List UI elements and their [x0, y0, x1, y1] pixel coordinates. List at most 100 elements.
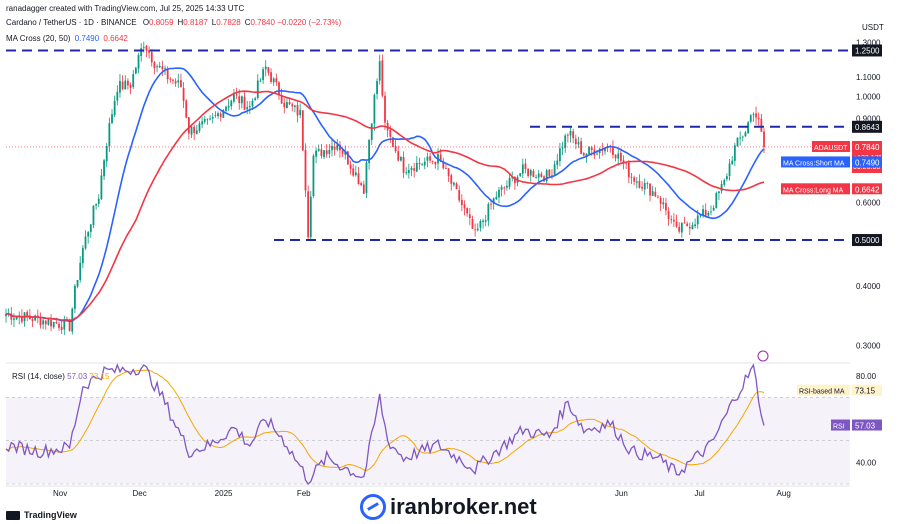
candle-body	[612, 146, 614, 155]
ohlc-value: 0.8187	[183, 18, 208, 27]
candle-body	[625, 162, 628, 164]
candle-body	[585, 153, 588, 157]
rsi-axis-tick-label: 80.00	[856, 372, 877, 381]
candle-body	[211, 116, 214, 119]
candle-body	[633, 177, 636, 182]
candle-body	[561, 147, 564, 149]
candle-body	[233, 94, 235, 102]
candle-body	[296, 105, 299, 116]
candle-body	[458, 190, 461, 201]
ma-short-tag-value: 0.7490	[855, 158, 880, 167]
candle-body	[254, 98, 257, 101]
candle-body	[519, 173, 522, 176]
candle-body	[551, 175, 553, 177]
candle-body	[566, 134, 569, 136]
candle-body	[100, 175, 103, 199]
symbol-line: Cardano / TetherUS · 1D · BINANCE O0.805…	[6, 18, 341, 27]
candle-body	[402, 156, 405, 173]
candle-body	[312, 155, 315, 197]
candle-body	[389, 129, 392, 137]
rsi-ma-value-box	[852, 384, 882, 396]
candle-body	[397, 151, 400, 161]
ohlc-label: O	[142, 18, 150, 27]
candle-body	[13, 318, 15, 320]
candle-body	[495, 196, 498, 200]
candle-body	[360, 183, 363, 186]
candle-body	[556, 160, 559, 165]
candle-body	[182, 87, 185, 101]
candle-body	[161, 66, 164, 70]
candle-body	[508, 177, 511, 187]
candle-body	[474, 229, 477, 231]
ma-label: MA Cross (20, 50)	[6, 34, 71, 43]
candle-body	[757, 117, 760, 120]
candle-body	[142, 46, 145, 48]
ohlc-value: −0.0220 (−2.73%)	[274, 18, 342, 27]
ma-short-tag-box	[781, 156, 850, 168]
candle-body	[333, 146, 336, 150]
candle-body	[362, 184, 365, 194]
candle-body	[307, 191, 310, 238]
symbol-tag-box	[812, 140, 850, 152]
time-axis-tick-label: 2025	[215, 489, 233, 498]
candle-body	[434, 161, 437, 165]
candle-body	[492, 198, 495, 205]
candle-body	[50, 319, 52, 327]
candle-body	[34, 315, 37, 321]
candle-body	[731, 160, 734, 165]
candle-body	[68, 319, 71, 331]
ma-long-line	[5, 90, 765, 322]
price-axis-tick-label: 0.6000	[856, 198, 881, 207]
candle-body	[301, 110, 304, 151]
candle-body	[529, 170, 532, 176]
candle-body	[638, 180, 641, 188]
candle-body	[108, 123, 111, 147]
candle-body	[683, 222, 686, 224]
candle-body	[60, 326, 63, 330]
candle-body	[124, 80, 127, 90]
candle-body	[81, 247, 84, 264]
candle-body	[352, 168, 355, 176]
candle-body	[384, 95, 386, 123]
candle-body	[484, 220, 487, 222]
candle-body	[707, 212, 710, 216]
candle-body	[521, 164, 524, 174]
candle-body	[463, 204, 466, 209]
rsi-line	[5, 363, 765, 485]
candle-body	[400, 156, 402, 161]
candle-body	[471, 218, 474, 229]
candle-body	[559, 148, 561, 162]
candle-body	[572, 131, 575, 139]
candle-body	[39, 318, 42, 326]
candle-body	[286, 102, 288, 109]
candle-body	[694, 224, 696, 227]
rsi-legend: RSI (14, close) 57.03 73.15	[12, 372, 109, 381]
candle-body	[328, 149, 331, 154]
candle-body	[354, 172, 357, 175]
candle-body	[272, 78, 275, 83]
candle-body	[487, 203, 490, 221]
candle-body	[225, 106, 227, 111]
candle-body	[720, 184, 723, 192]
candle-body	[283, 102, 286, 108]
candle-body	[580, 141, 583, 154]
candle-body	[270, 72, 272, 82]
ohlc-label: C	[244, 18, 251, 27]
level-price-label: 0.8643	[855, 123, 880, 132]
candle-body	[185, 100, 188, 118]
rsi-tag-box	[831, 419, 850, 431]
candle-body	[506, 185, 508, 188]
candle-body	[665, 203, 667, 211]
candle-body	[132, 74, 135, 87]
candle-body	[134, 67, 137, 74]
ma-long-tag-value-box	[852, 183, 882, 195]
candle-body	[453, 182, 455, 185]
ma-short-tag-value-box	[852, 156, 882, 168]
rsi-value-box	[852, 419, 882, 431]
candle-body	[44, 320, 47, 325]
candle-body	[415, 162, 418, 172]
candle-body	[291, 104, 294, 107]
price-axis-tick-label: 0.3000	[856, 342, 881, 351]
candle-body	[431, 161, 434, 162]
